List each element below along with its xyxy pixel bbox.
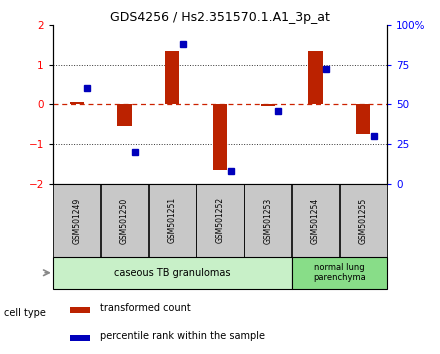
Bar [70,102,84,104]
FancyBboxPatch shape [292,257,387,289]
Bar [213,104,227,170]
Text: GSM501253: GSM501253 [263,197,272,244]
Title: GDS4256 / Hs2.351570.1.A1_3p_at: GDS4256 / Hs2.351570.1.A1_3p_at [110,11,330,24]
Text: GSM501254: GSM501254 [311,197,320,244]
Text: GSM501250: GSM501250 [120,197,129,244]
Bar [165,51,180,104]
FancyBboxPatch shape [196,184,244,257]
Bar [70,307,90,313]
Bar [70,335,90,341]
Bar [356,104,370,134]
Text: transformed count: transformed count [99,303,191,313]
Text: GSM501251: GSM501251 [168,198,177,244]
FancyBboxPatch shape [292,184,339,257]
FancyBboxPatch shape [340,184,387,257]
FancyBboxPatch shape [101,184,148,257]
FancyBboxPatch shape [53,257,292,289]
Text: percentile rank within the sample: percentile rank within the sample [99,331,264,341]
Text: GSM501255: GSM501255 [359,197,368,244]
Text: cell type: cell type [4,308,46,318]
Text: normal lung
parenchyma: normal lung parenchyma [313,263,366,282]
FancyBboxPatch shape [53,184,100,257]
FancyBboxPatch shape [244,184,291,257]
Text: GSM501249: GSM501249 [72,197,81,244]
Bar [308,51,323,104]
FancyBboxPatch shape [149,184,196,257]
Bar [117,104,132,126]
Text: GSM501252: GSM501252 [216,198,224,244]
Text: caseous TB granulomas: caseous TB granulomas [114,268,231,278]
Bar [260,104,275,107]
